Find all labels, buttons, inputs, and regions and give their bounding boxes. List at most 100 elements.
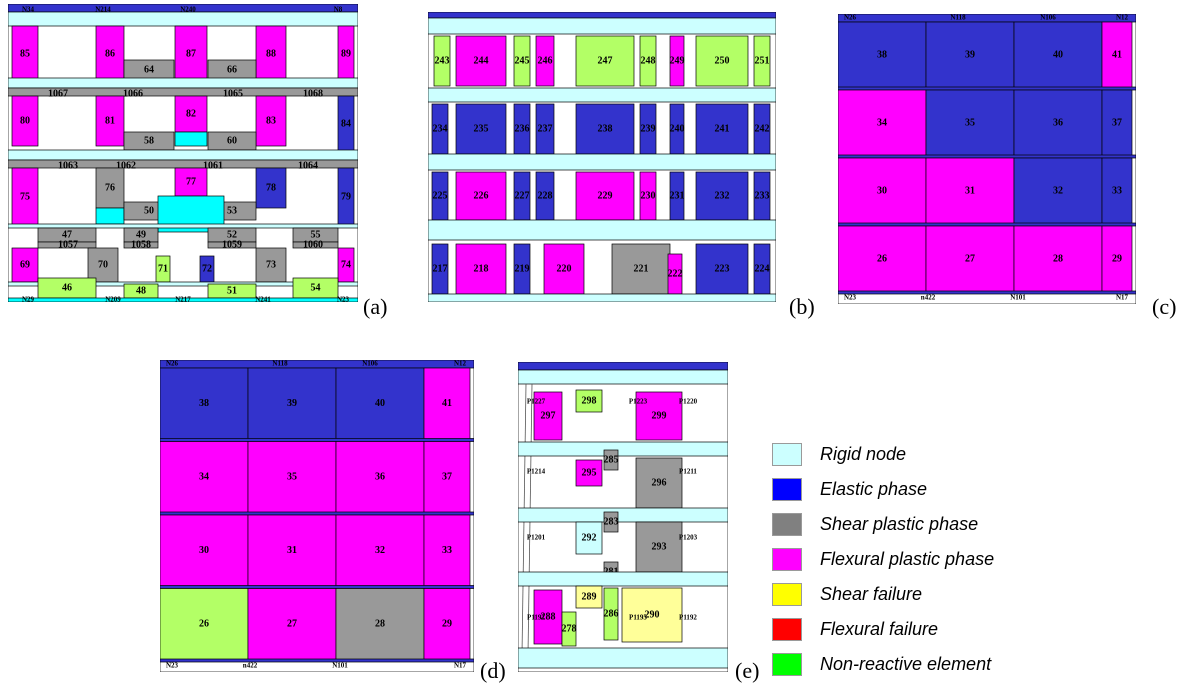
- element-label-233: 233: [755, 190, 770, 201]
- beam-level-1: [8, 223, 358, 229]
- element-label-26: 26: [199, 619, 209, 630]
- element-36: [1013, 89, 1103, 157]
- node-label: P1227: [527, 398, 546, 406]
- element-83: [255, 95, 287, 147]
- element-label-230: 230: [641, 190, 656, 201]
- legend-item-shear-plastic-phase: Shear plastic phase: [772, 507, 1072, 542]
- element-label-47: 47: [62, 229, 72, 240]
- panel-b-frame-diagram: 243 244 245 246 247 248 249 250 251 234 235 236 237 2…: [428, 12, 776, 302]
- node-label: N26: [166, 360, 179, 368]
- element-label-30: 30: [199, 545, 209, 556]
- legend-item-flexural-plastic-phase: Flexural plastic phase: [772, 542, 1072, 577]
- legend-swatch-shear-failure: [772, 583, 802, 606]
- element-label-235: 235: [474, 123, 489, 134]
- legend-label: Non-reactive element: [820, 654, 992, 674]
- element-76: [95, 167, 125, 209]
- element-label-55: 55: [311, 229, 321, 240]
- legend: Rigid node Elastic phase Shear plastic p…: [772, 437, 1072, 682]
- element-label-228: 228: [538, 190, 553, 201]
- element-label-237: 237: [538, 123, 553, 134]
- element-label-225: 225: [433, 190, 448, 201]
- element-285: [603, 449, 619, 471]
- node-label: N8: [334, 6, 343, 14]
- element-label-288: 288: [541, 611, 556, 622]
- element-label-31: 31: [965, 185, 975, 196]
- base-beam: [518, 647, 728, 669]
- element-label-36: 36: [375, 472, 385, 483]
- element-label-38: 38: [199, 398, 209, 409]
- element-label-229: 229: [598, 190, 613, 201]
- node-label: P1223: [629, 398, 648, 406]
- element-label: 1062: [116, 160, 136, 171]
- element-32: [1013, 157, 1103, 225]
- element-41: [423, 367, 471, 440]
- element-31: [925, 157, 1015, 225]
- element-label: 1057: [58, 239, 78, 250]
- beam-strip: [37, 241, 97, 249]
- panel-a-frame-diagram: 85 86 87 88 89 64 66 1067 1066 1065 1068 80 81 82 83 84…: [8, 4, 358, 302]
- element-label-60: 60: [227, 135, 237, 146]
- panel-d-tag: (d): [480, 658, 506, 683]
- panel-a-tag: (a): [363, 294, 388, 319]
- element-label-73: 73: [266, 259, 276, 270]
- element-248: [639, 35, 657, 87]
- element-label-295: 295: [582, 467, 597, 478]
- element-40: [1013, 21, 1103, 89]
- element-241: [695, 103, 749, 155]
- element-label-86: 86: [105, 48, 115, 59]
- beam-level-3: [8, 77, 358, 89]
- beam-strip: [123, 241, 159, 249]
- element-249: [669, 35, 685, 87]
- element-label-239: 239: [641, 123, 656, 134]
- element-245: [513, 35, 531, 87]
- element-27: [247, 588, 337, 661]
- element-label: 1063: [58, 160, 78, 171]
- node-label: N23: [166, 662, 179, 670]
- node-label: N12: [1116, 14, 1129, 22]
- element-69: [11, 247, 39, 283]
- floor-beam: [838, 222, 1136, 227]
- element-label: 1067: [48, 88, 68, 99]
- element-label-82: 82: [186, 108, 196, 119]
- element-label-38: 38: [877, 49, 887, 60]
- node-label: N17: [1116, 294, 1129, 302]
- element-37: [423, 441, 471, 514]
- element-label-297: 297: [541, 410, 556, 421]
- legend-label: Shear failure: [820, 584, 923, 604]
- panel-c-tag: (c): [1152, 294, 1177, 319]
- element-label-243: 243: [435, 55, 450, 66]
- node-label: N214: [95, 6, 111, 14]
- element-label-244: 244: [474, 55, 489, 66]
- top-beam-row: [518, 369, 728, 385]
- element-247: [575, 35, 635, 87]
- element-label-242: 242: [755, 123, 770, 134]
- element-label-240: 240: [670, 123, 685, 134]
- panel-d-frame-diagram: 38 39 40 41 34 35 36 37 30 31 32 33 26 27 28 29 N26 N118 N…: [160, 360, 474, 672]
- element-label-49: 49: [136, 229, 146, 240]
- node-label: P1195: [629, 614, 647, 622]
- floor-beam: [160, 658, 474, 663]
- element-220: [543, 243, 585, 295]
- element-label-36: 36: [1053, 117, 1063, 128]
- element-label-290: 290: [645, 609, 660, 620]
- element-246: [535, 35, 555, 87]
- element-label-238: 238: [598, 123, 613, 134]
- element-278: [561, 611, 577, 647]
- element-298: [575, 389, 603, 413]
- element-78: [255, 167, 287, 209]
- element-label-223: 223: [715, 263, 730, 274]
- element-250: [695, 35, 749, 87]
- element-229: [575, 171, 635, 221]
- element-label-27: 27: [287, 619, 297, 630]
- element-290: [621, 587, 683, 643]
- element-80: [11, 95, 39, 147]
- element-label-72: 72: [202, 263, 212, 274]
- element-label-52: 52: [227, 229, 237, 240]
- node-label: N101: [332, 662, 348, 670]
- node-label: N240: [180, 6, 196, 14]
- legend-label: Flexural failure: [820, 619, 939, 639]
- element-293: [635, 521, 683, 573]
- beam-level-3: [428, 87, 776, 103]
- element-label-80: 80: [20, 115, 30, 126]
- element-label-248: 248: [641, 55, 656, 66]
